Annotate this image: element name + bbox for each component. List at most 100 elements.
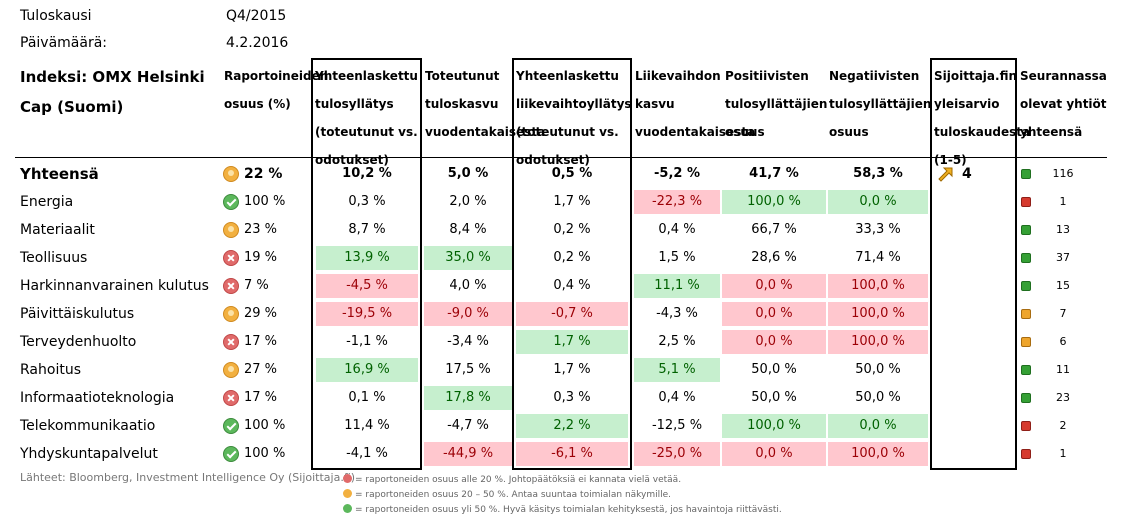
- cell-rev-surprise: 0,4 %: [553, 278, 591, 293]
- sector-name: Terveydenhuolto: [20, 334, 137, 350]
- cell-eps-growth: -44,9 %: [424, 442, 512, 466]
- header-rev-growth: Liikevaihdon kasvu vuodentakaisesta: [635, 69, 756, 139]
- orange-circle-icon: [223, 166, 239, 182]
- share-value: 27 %: [244, 362, 278, 377]
- green-status-dot: [1021, 281, 1031, 291]
- sector-name: Materiaalit: [20, 222, 95, 238]
- arrow-up-right-icon: [938, 167, 953, 182]
- cell-rev-surprise: 1,7 %: [553, 194, 591, 209]
- legend-text-low: = raportoneiden osuus alle 20 %. Johtopä…: [355, 475, 682, 485]
- cell-rev-growth: -22,3 %: [634, 190, 720, 214]
- total-rating: 4: [962, 166, 972, 182]
- cell-eps-surprise: 8,7 %: [348, 222, 386, 237]
- period-label: Tuloskausi: [20, 8, 92, 24]
- cell-eps-growth: 17,5 %: [445, 362, 491, 377]
- company-count: 15: [1056, 279, 1070, 292]
- cell-positive: 50,0 %: [751, 390, 797, 405]
- cell-eps-surprise: 13,9 %: [316, 246, 418, 270]
- cell-eps-growth: 8,4 %: [449, 222, 487, 237]
- orange-status-dot: [1021, 309, 1031, 319]
- index-title: Indeksi: OMX Helsinki Cap (Suomi): [20, 68, 205, 116]
- red-x-icon: [223, 250, 239, 266]
- red-x-icon: [223, 390, 239, 406]
- legend-item-mid: = raportoneiden osuus 20 – 50 %. Antaa s…: [343, 489, 671, 500]
- cell-rev-growth: 2,5 %: [658, 334, 696, 349]
- green-status-dot: [1021, 225, 1031, 235]
- cell-positive: 100,0 %: [722, 190, 826, 214]
- table-row: Informaatioteknologia 17 % 0,1 % 17,8 % 0,3 …: [0, 384, 1121, 412]
- cell-rev-growth: -12,5 %: [651, 418, 703, 433]
- share-value: 29 %: [244, 306, 278, 321]
- green-status-dot: [1021, 253, 1031, 263]
- cell-eps-growth: 35,0 %: [424, 246, 512, 270]
- sector-name: Energia: [20, 194, 74, 210]
- header-eps-growth: Toteutunut tuloskasvu vuodentakaisesta: [425, 69, 546, 139]
- cell-negative: 100,0 %: [828, 330, 928, 354]
- cell-negative: 100,0 %: [828, 274, 928, 298]
- table-row: Telekommunikaatio 100 % 11,4 % -4,7 % 2,2 % -…: [0, 412, 1121, 440]
- total-negative: 58,3 %: [853, 166, 903, 181]
- legend-text-high: = raportoneiden osuus yli 50 %. Hyvä käs…: [355, 505, 782, 515]
- cell-eps-growth: 4,0 %: [449, 278, 487, 293]
- total-eps-growth: 5,0 %: [447, 166, 489, 181]
- table-row: Energia 100 % 0,3 % 2,0 % 1,7 % -22,3 % 100,0 …: [0, 188, 1121, 216]
- cell-rev-surprise: 1,7 %: [553, 362, 591, 377]
- sector-name: Rahoitus: [20, 362, 81, 378]
- date-value: 4.2.2016: [226, 35, 289, 51]
- cell-eps-surprise: 16,9 %: [316, 358, 418, 382]
- sector-name: Päivittäiskulutus: [20, 306, 135, 322]
- cell-eps-growth: 17,8 %: [424, 386, 512, 410]
- green-check-icon: [343, 504, 352, 513]
- red-status-dot: [1021, 421, 1031, 431]
- total-share: 22 %: [244, 166, 283, 182]
- header-rev-surprise: Yhteenlaskettu liikevaihtoyllätys (toteu…: [516, 69, 632, 167]
- source-note: Lähteet: Bloomberg, Investment Intellige…: [20, 471, 356, 484]
- cell-negative: 33,3 %: [855, 222, 901, 237]
- company-count: 23: [1056, 391, 1070, 404]
- company-count: 1: [1059, 447, 1067, 460]
- cell-positive: 100,0 %: [722, 414, 826, 438]
- sector-name: Teollisuus: [20, 250, 88, 266]
- cell-rev-surprise: 0,3 %: [553, 390, 591, 405]
- table-row: Terveydenhuolto 17 % -1,1 % -3,4 % 1,7 % 2,5 …: [0, 328, 1121, 356]
- sector-name: Harkinnanvarainen kulutus: [20, 278, 209, 294]
- share-value: 17 %: [244, 334, 278, 349]
- header-eps-surprise: Yhteenlaskettu tulosyllätys (toteutunut …: [315, 69, 418, 167]
- red-status-dot: [1021, 197, 1031, 207]
- cell-rev-growth: -4,3 %: [656, 306, 698, 321]
- cell-rev-surprise: 2,2 %: [516, 414, 628, 438]
- total-row: Yhteensä 22 % 10,2 % 5,0 % 0,5 % -5,2 % …: [0, 160, 1121, 188]
- green-status-dot: [1021, 393, 1031, 403]
- cell-rev-growth: 11,1 %: [634, 274, 720, 298]
- company-count: 13: [1056, 223, 1070, 236]
- cell-positive: 0,0 %: [722, 330, 826, 354]
- total-rev-growth: -5,2 %: [654, 166, 700, 181]
- cell-eps-surprise: -4,1 %: [346, 446, 388, 461]
- red-x-icon: [223, 278, 239, 294]
- cell-eps-surprise: -4,5 %: [316, 274, 418, 298]
- legend-item-high: = raportoneiden osuus yli 50 %. Hyvä käs…: [343, 504, 782, 515]
- date-label: Päivämäärä:: [20, 35, 107, 51]
- table-row: Yhdyskuntapalvelut 100 % -4,1 % -44,9 % -6,1…: [0, 440, 1121, 468]
- green-check-icon: [223, 418, 239, 434]
- sector-name: Telekommunikaatio: [20, 418, 156, 434]
- orange-circle-icon: [223, 306, 239, 322]
- cell-rev-surprise: 1,7 %: [516, 330, 628, 354]
- company-count: 6: [1059, 335, 1067, 348]
- cell-eps-surprise: 0,1 %: [348, 390, 386, 405]
- cell-negative: 50,0 %: [855, 362, 901, 377]
- share-value: 17 %: [244, 390, 278, 405]
- sector-name: Yhdyskuntapalvelut: [20, 446, 158, 462]
- header-divider: [15, 157, 1107, 158]
- red-status-dot: [1021, 449, 1031, 459]
- table-row: Päivittäiskulutus 29 % -19,5 % -9,0 % -0,7 %…: [0, 300, 1121, 328]
- share-value: 100 %: [244, 194, 286, 209]
- table-row: Materiaalit 23 % 8,7 % 8,4 % 0,2 % 0,4 % 66,7 …: [0, 216, 1121, 244]
- cell-rev-growth: 5,1 %: [634, 358, 720, 382]
- header-count: Seurannassa olevat yhtiöt yhteensä: [1020, 69, 1107, 139]
- cell-negative: 100,0 %: [828, 442, 928, 466]
- cell-positive: 0,0 %: [722, 302, 826, 326]
- cell-rev-surprise: 0,2 %: [553, 222, 591, 237]
- share-value: 19 %: [244, 250, 278, 265]
- period-value: Q4/2015: [226, 8, 287, 24]
